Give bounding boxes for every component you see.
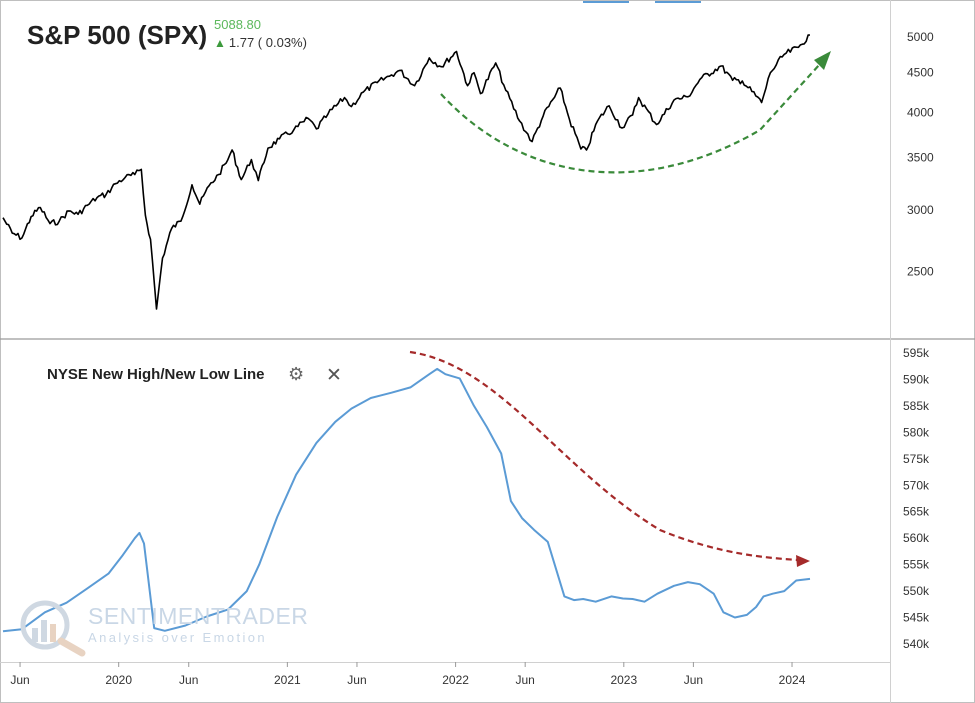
y-tick-label-bottom: 545k: [903, 611, 930, 625]
x-tick-label: 2020: [105, 673, 132, 687]
y-tick-label-bottom: 580k: [903, 425, 930, 439]
nhnl-line: [2, 367, 811, 633]
x-tick-label: 2023: [610, 673, 637, 687]
price-change: 1.77 ( 0.03%): [228, 35, 307, 50]
x-tick-label: 2024: [779, 673, 806, 687]
y-tick-label-top: 2500: [907, 264, 934, 278]
x-tick-label: 2022: [442, 673, 469, 687]
y-tick-label-bottom: 565k: [903, 505, 930, 519]
gear-icon[interactable]: ⚙: [288, 364, 305, 384]
last-price: 5088.80: [214, 17, 261, 32]
y-tick-label-bottom: 540k: [903, 637, 930, 651]
watermark-tagline: Analysis over Emotion: [88, 630, 268, 645]
x-tick-label: Jun: [347, 673, 366, 687]
green-curve-arrow: [440, 63, 821, 174]
up-arrow-icon: ▲: [214, 35, 226, 50]
indicator-title: NYSE New High/New Low Line: [47, 366, 265, 383]
y-tick-label-bottom: 570k: [903, 478, 930, 492]
x-tick-label: Jun: [515, 673, 534, 687]
red-arrow-head: [796, 555, 810, 567]
y-tick-label-bottom: 555k: [903, 558, 930, 572]
x-tick-label: Jun: [684, 673, 703, 687]
y-tick-label-top: 3500: [907, 151, 934, 165]
y-tick-label-top: 4000: [907, 105, 934, 119]
close-icon[interactable]: ✕: [326, 365, 342, 386]
y-tick-label-bottom: 575k: [903, 452, 930, 466]
chart-title: S&P 500 (SPX): [27, 20, 208, 50]
x-tick-label: Jun: [10, 673, 29, 687]
y-tick-label-top: 5000: [907, 30, 934, 44]
x-tick-label: Jun: [179, 673, 198, 687]
y-tick-label-top: 4500: [907, 66, 934, 80]
red-curve-arrow: [409, 350, 799, 562]
top-tab-marker[interactable]: [655, 0, 701, 3]
y-tick-label-top: 3000: [907, 203, 934, 217]
green-arrow-head: [814, 51, 831, 70]
y-tick-label-bottom: 560k: [903, 531, 930, 545]
y-tick-label-bottom: 595k: [903, 346, 930, 360]
y-tick-label-bottom: 585k: [903, 399, 930, 413]
spx-price-line: [2, 34, 811, 310]
top-tab-marker[interactable]: [583, 0, 629, 3]
sentimentrader-logo: [18, 598, 90, 663]
y-tick-label-bottom: 550k: [903, 584, 930, 598]
x-tick-label: 2021: [274, 673, 301, 687]
y-tick-label-bottom: 590k: [903, 372, 930, 386]
price-change-row: ▲ 1.77 ( 0.03%): [214, 35, 307, 50]
watermark-brand: SENTIMENTRADER: [88, 603, 309, 629]
